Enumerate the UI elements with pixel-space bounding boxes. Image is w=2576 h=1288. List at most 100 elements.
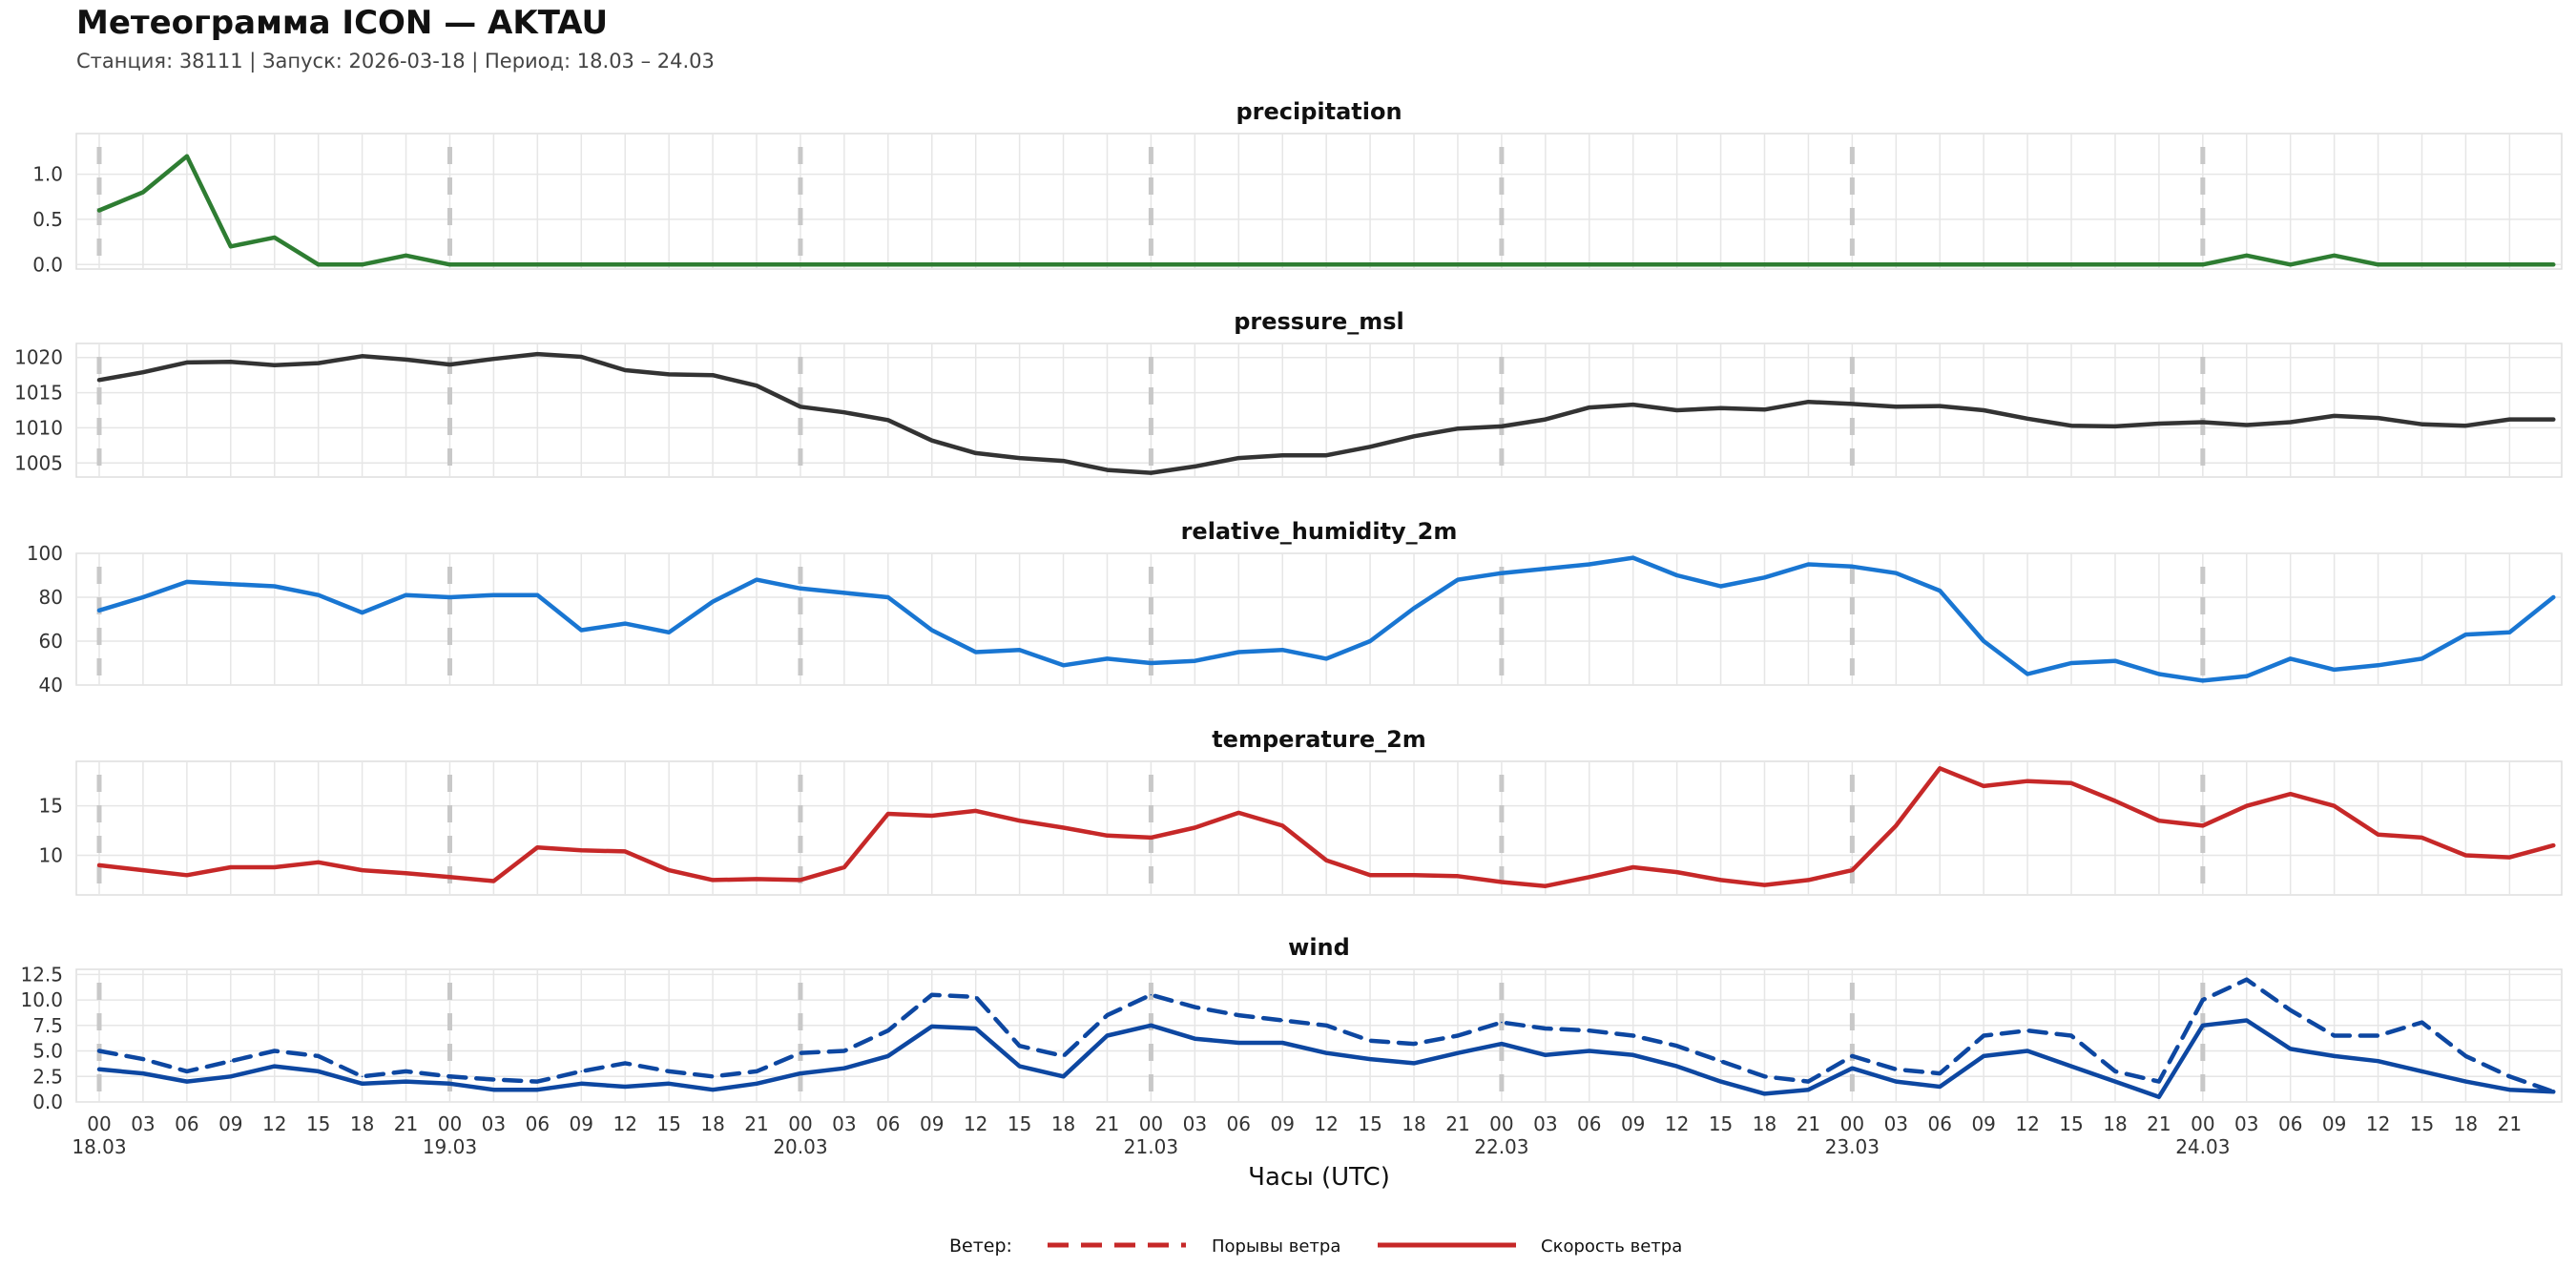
data-point	[273, 1065, 276, 1068]
data-point	[1369, 263, 1371, 266]
data-point	[712, 600, 714, 603]
y-tick-label: 60	[39, 630, 63, 653]
data-point	[492, 1078, 495, 1081]
x-tick-hour-label: 00	[2191, 1112, 2214, 1135]
data-point	[668, 632, 670, 634]
data-point	[800, 588, 801, 590]
panel-title: temperature_2m	[1212, 726, 1426, 753]
data-point	[98, 864, 100, 866]
data-point	[2420, 423, 2423, 426]
legend-item-label: Скорость ветра	[1541, 1236, 1682, 1257]
data-point	[1719, 406, 1722, 409]
data-point	[2245, 804, 2248, 807]
data-point	[536, 1089, 539, 1091]
x-tick-hour-label: 12	[1314, 1112, 1338, 1135]
data-point	[1983, 263, 1984, 266]
data-point	[1237, 457, 1240, 459]
data-point	[712, 1075, 714, 1078]
data-point	[1545, 263, 1547, 266]
data-point	[2420, 837, 2423, 839]
data-point	[2202, 263, 2204, 266]
data-point	[317, 1055, 320, 1057]
data-point	[361, 869, 364, 871]
x-tick-hour-label: 06	[1577, 1112, 1601, 1135]
data-point	[974, 651, 977, 654]
data-point	[2158, 673, 2160, 675]
data-point	[2464, 1055, 2467, 1057]
legend-item-label: Порывы ветра	[1212, 1236, 1340, 1257]
y-tick-label: 15	[39, 795, 63, 818]
data-point	[930, 263, 933, 266]
data-point	[1106, 834, 1109, 837]
data-point	[2333, 415, 2336, 417]
y-tick-label: 0.0	[32, 1091, 63, 1113]
data-point	[1062, 826, 1065, 829]
data-point	[756, 878, 758, 881]
data-point	[1062, 1075, 1065, 1078]
x-tick-hour-label: 06	[1227, 1112, 1251, 1135]
data-point	[1325, 1025, 1327, 1027]
data-point	[1851, 263, 1854, 266]
panel-title: relative_humidity_2m	[1181, 518, 1458, 545]
data-point	[186, 874, 188, 877]
data-point	[1851, 1055, 1854, 1057]
data-point	[1545, 418, 1547, 421]
data-point	[2464, 263, 2467, 266]
data-point	[1588, 876, 1590, 879]
data-point	[1194, 659, 1196, 662]
data-point	[1150, 993, 1153, 996]
data-point	[1939, 767, 1942, 770]
data-point	[1018, 649, 1021, 651]
data-point	[624, 850, 627, 853]
x-tick-hour-label: 00	[1139, 1112, 1163, 1135]
x-tick-hour-label: 03	[1884, 1112, 1908, 1135]
data-point	[361, 355, 364, 358]
data-point	[1457, 875, 1459, 878]
x-tick-hour-label: 12	[964, 1112, 987, 1135]
data-point	[2333, 1034, 2336, 1037]
x-tick-hour-label: 09	[1621, 1112, 1645, 1135]
data-point	[1719, 1060, 1722, 1063]
data-point	[2420, 657, 2423, 660]
data-point	[448, 596, 451, 598]
data-point	[1369, 640, 1371, 642]
data-point	[405, 255, 407, 257]
data-point	[2026, 779, 2028, 782]
data-point	[2158, 423, 2160, 425]
data-point	[2026, 418, 2028, 420]
data-point	[1763, 408, 1766, 411]
data-point	[2508, 856, 2511, 859]
data-point	[2114, 426, 2116, 427]
data-point	[186, 155, 188, 157]
data-point	[1545, 884, 1547, 887]
data-point	[1939, 590, 1942, 592]
data-point	[2114, 659, 2116, 662]
data-point	[317, 593, 320, 596]
data-point	[142, 869, 144, 871]
data-point	[1851, 869, 1854, 871]
data-point	[712, 1089, 714, 1091]
data-point	[1851, 1067, 1854, 1070]
data-point	[1018, 1045, 1021, 1047]
data-point	[580, 263, 583, 266]
x-tick-hour-label: 00	[438, 1112, 462, 1135]
x-tick-hour-label: 15	[1709, 1112, 1733, 1135]
x-tick-day-label: 21.03	[1124, 1135, 1178, 1158]
data-point	[230, 1060, 232, 1063]
data-point	[2070, 1034, 2072, 1037]
data-point	[1281, 1019, 1284, 1022]
data-point	[448, 1082, 451, 1085]
data-point	[800, 1051, 801, 1054]
data-point	[887, 1055, 889, 1057]
data-point	[887, 419, 889, 422]
x-tick-hour-label: 09	[570, 1112, 593, 1135]
data-point	[1763, 576, 1766, 579]
data-point	[1588, 1049, 1590, 1052]
y-tick-label: 1005	[14, 451, 63, 474]
x-tick-hour-label: 18	[1051, 1112, 1075, 1135]
data-point	[2508, 1089, 2511, 1091]
data-point	[2245, 978, 2248, 981]
data-point	[580, 1082, 583, 1085]
data-point	[712, 263, 714, 266]
